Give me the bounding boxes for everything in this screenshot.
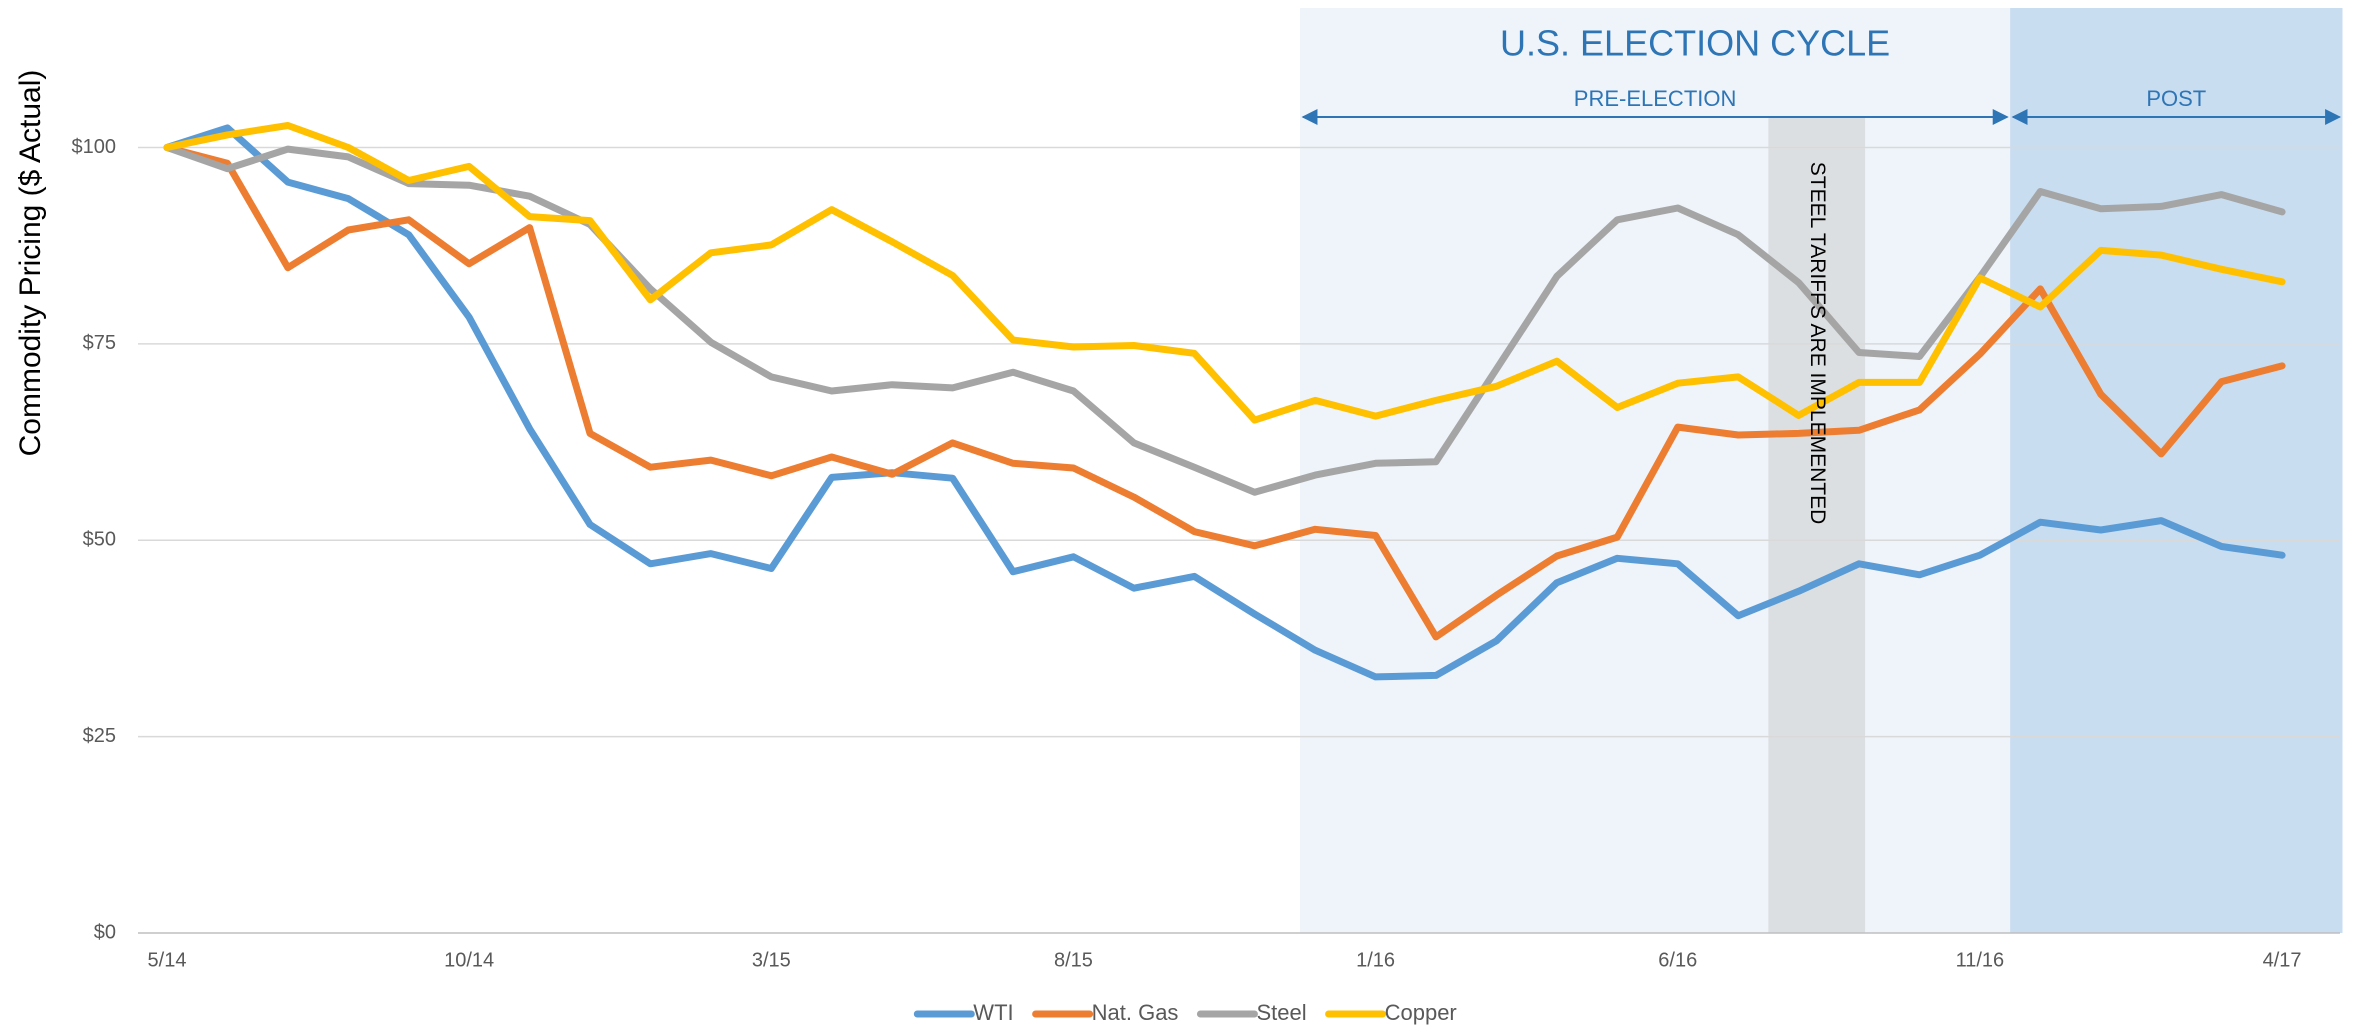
x-tick-label: 1/16 [1356,949,1395,971]
legend: WTI Nat. Gas Steel Copper [913,1000,1457,1025]
grid [138,146,2340,934]
x-tick-label: 5/14 [148,949,187,971]
legend-label: WTI [973,1000,1013,1025]
x-tick-label: 10/14 [444,949,494,971]
y-tick-label: $50 [83,529,116,551]
y-tick-label: $100 [72,136,117,158]
legend-label: Nat. Gas [1092,1000,1179,1025]
y-tick-label: $75 [83,332,116,354]
lines [163,122,2286,681]
shaded-region [1768,117,1866,933]
legend-label: Copper [1385,1000,1457,1025]
series-line [163,144,2286,496]
region-title: U.S. ELECTION CYCLE [1500,23,1890,64]
y-axis-label: Commodity Pricing ($ Actual) [14,70,47,457]
labels: PRE-ELECTION POST STEEL TARIFFS ARE IMPLEM… [72,23,2342,971]
region-label: PRE-ELECTION [1574,86,1737,111]
series-line [163,144,2286,641]
series-line [163,122,2286,424]
y-tick-label: $0 [94,921,116,943]
x-tick-label: 11/16 [1956,949,2005,971]
x-tick-label: 6/16 [1658,949,1697,971]
region-label: STEEL TARIFFS ARE IMPLEMENTED [1806,162,1829,525]
region-label: POST [2146,86,2206,111]
shaded-region [2010,8,2343,933]
x-tick-label: 8/15 [1054,949,1093,971]
legend-label: Steel [1256,1000,1306,1025]
series-line [163,124,2286,681]
x-tick-label: 3/15 [752,949,791,971]
x-tick-label: 4/17 [2263,949,2302,971]
y-tick-label: $25 [83,725,116,747]
regions [1300,8,2343,933]
